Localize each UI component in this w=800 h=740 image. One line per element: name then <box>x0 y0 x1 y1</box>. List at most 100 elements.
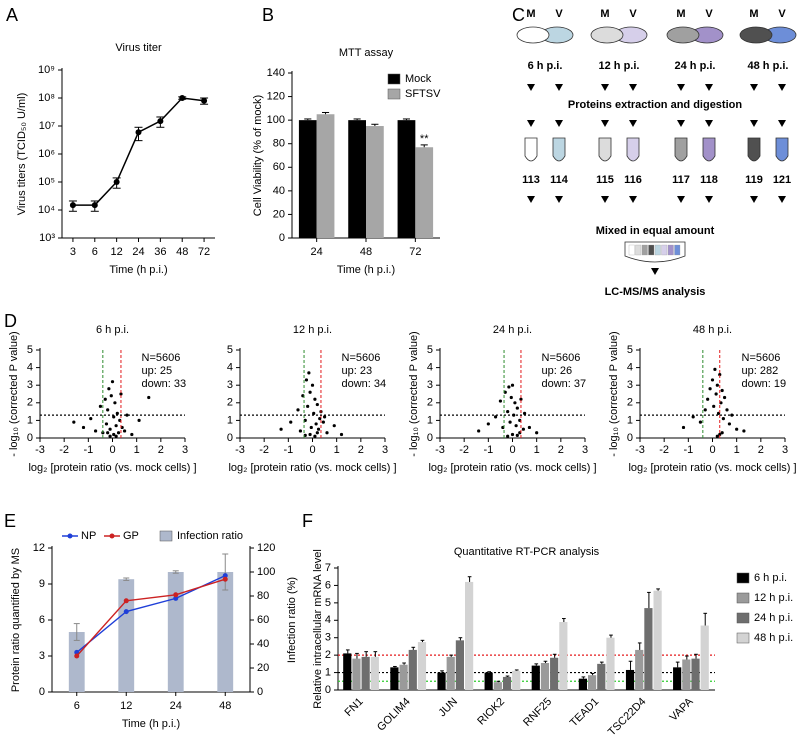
x-tick-label: 48 <box>219 700 231 712</box>
y-tick-label: 1 <box>227 414 233 426</box>
x-axis-label: log₂ [protein ratio (vs. mock cells) ] <box>428 462 596 474</box>
arrow-head <box>677 84 685 91</box>
y-tick-label: 1 <box>27 414 33 426</box>
y2-axis-label: Infection ratio (%) <box>286 577 298 663</box>
y-tick-label: 5 <box>627 344 633 356</box>
data-point <box>106 408 110 412</box>
x-axis-label: Time (h p.i.) <box>109 264 167 276</box>
y-tick-label: 0 <box>27 432 33 444</box>
data-point <box>308 432 312 437</box>
data-point <box>321 420 325 424</box>
x-tick-label: TSC22D4 <box>606 696 649 739</box>
stat-label: down: 19 <box>742 378 787 390</box>
x-tick-label: 24 <box>170 700 182 712</box>
dish-label: M <box>676 8 685 20</box>
x-tick-label: 48 <box>360 246 372 258</box>
bar <box>68 632 85 692</box>
x-tick-label: 72 <box>409 246 421 258</box>
x-tick-label: VAPA <box>668 695 697 724</box>
data-point <box>522 411 527 415</box>
data-point <box>173 595 179 601</box>
x-tick-label: 0 <box>709 444 715 456</box>
data-point <box>298 429 303 433</box>
data-point <box>698 420 703 424</box>
chart-title: MTT assay <box>339 47 394 59</box>
y-tick-label: 2 <box>27 397 33 409</box>
y-tick-label: 20 <box>273 208 285 220</box>
x-tick-label: -1 <box>683 444 693 456</box>
data-point <box>114 424 118 428</box>
bar <box>682 659 691 690</box>
stat-label: N=5606 <box>542 352 581 364</box>
data-point <box>108 427 112 431</box>
x-tick-label: 3 <box>782 444 788 456</box>
mix-stripe <box>661 244 668 256</box>
y-axis-label: Virus titers (TCID₅₀ U/ml) <box>16 93 28 215</box>
bar <box>550 657 559 690</box>
y-tick-label: 40 <box>257 638 269 650</box>
data-point <box>109 394 113 398</box>
arrow-head <box>750 196 758 203</box>
step-label: Proteins extraction and digestion <box>568 99 742 111</box>
data-point <box>714 392 718 396</box>
data-point <box>313 397 317 401</box>
mix-stripe <box>674 244 681 256</box>
bar <box>587 675 597 690</box>
data-line <box>76 578 226 657</box>
x-tick-label: -1 <box>483 444 493 456</box>
y-tick-label: 0 <box>325 684 331 696</box>
bar <box>298 120 317 238</box>
y-tick-label: 3 <box>27 379 33 391</box>
data-point <box>309 425 313 430</box>
data-point <box>310 383 315 387</box>
bar <box>625 669 635 690</box>
bar <box>417 642 427 690</box>
x-axis-label: log₂ [protein ratio (vs. mock cells) ] <box>28 462 196 474</box>
dish <box>516 26 550 44</box>
data-point <box>222 573 228 579</box>
panel-letter: B <box>262 5 274 25</box>
stat-label: N=5606 <box>342 352 381 364</box>
data-point <box>125 413 129 417</box>
y-tick-label: 12 <box>33 542 45 554</box>
dish-label: V <box>555 8 563 20</box>
x-tick-label: 3 <box>182 444 188 456</box>
tube <box>524 137 538 162</box>
legend-swatch <box>736 632 750 644</box>
stat-label: down: 33 <box>142 378 187 390</box>
data-point <box>508 420 512 424</box>
data-point <box>721 417 725 421</box>
legend-label: SFTSV <box>405 88 441 100</box>
data-point <box>706 397 710 401</box>
x-tick-label: JUN <box>436 696 460 720</box>
y-tick-label: 9 <box>39 578 45 590</box>
chart-title: Quantitative RT-PCR analysis <box>454 546 600 558</box>
data-point <box>720 431 724 435</box>
x-tick-label: 12 <box>111 246 123 258</box>
chart-title: 48 h p.i. <box>693 324 732 336</box>
panel-letter: C <box>512 5 525 25</box>
data-point <box>703 408 707 412</box>
data-point <box>515 433 519 437</box>
tube-label: 114 <box>550 174 569 186</box>
step-label: LC-MS/MS analysis <box>605 286 706 298</box>
mix-stripe <box>648 244 655 256</box>
data-point <box>289 420 293 424</box>
bar <box>167 572 184 692</box>
data-point <box>718 373 722 377</box>
x-axis-label: log₂ [protein ratio (vs. mock cells) ] <box>228 462 396 474</box>
data-point <box>681 425 686 430</box>
data-point <box>123 598 129 604</box>
tube <box>747 137 761 162</box>
x-tick-label: TEAD1 <box>568 696 602 730</box>
data-point <box>307 371 311 375</box>
arrow-head <box>555 196 563 203</box>
legend-swatch <box>387 73 401 85</box>
x-tick-label: -2 <box>459 444 469 456</box>
arrow-head <box>629 120 637 127</box>
step-label: Mixed in equal amount <box>596 225 715 237</box>
x-tick-label: RNF25 <box>521 696 554 729</box>
y-tick-label: 0 <box>39 686 45 698</box>
y-axis-label: Protein ratio quantified by MS <box>10 548 22 692</box>
